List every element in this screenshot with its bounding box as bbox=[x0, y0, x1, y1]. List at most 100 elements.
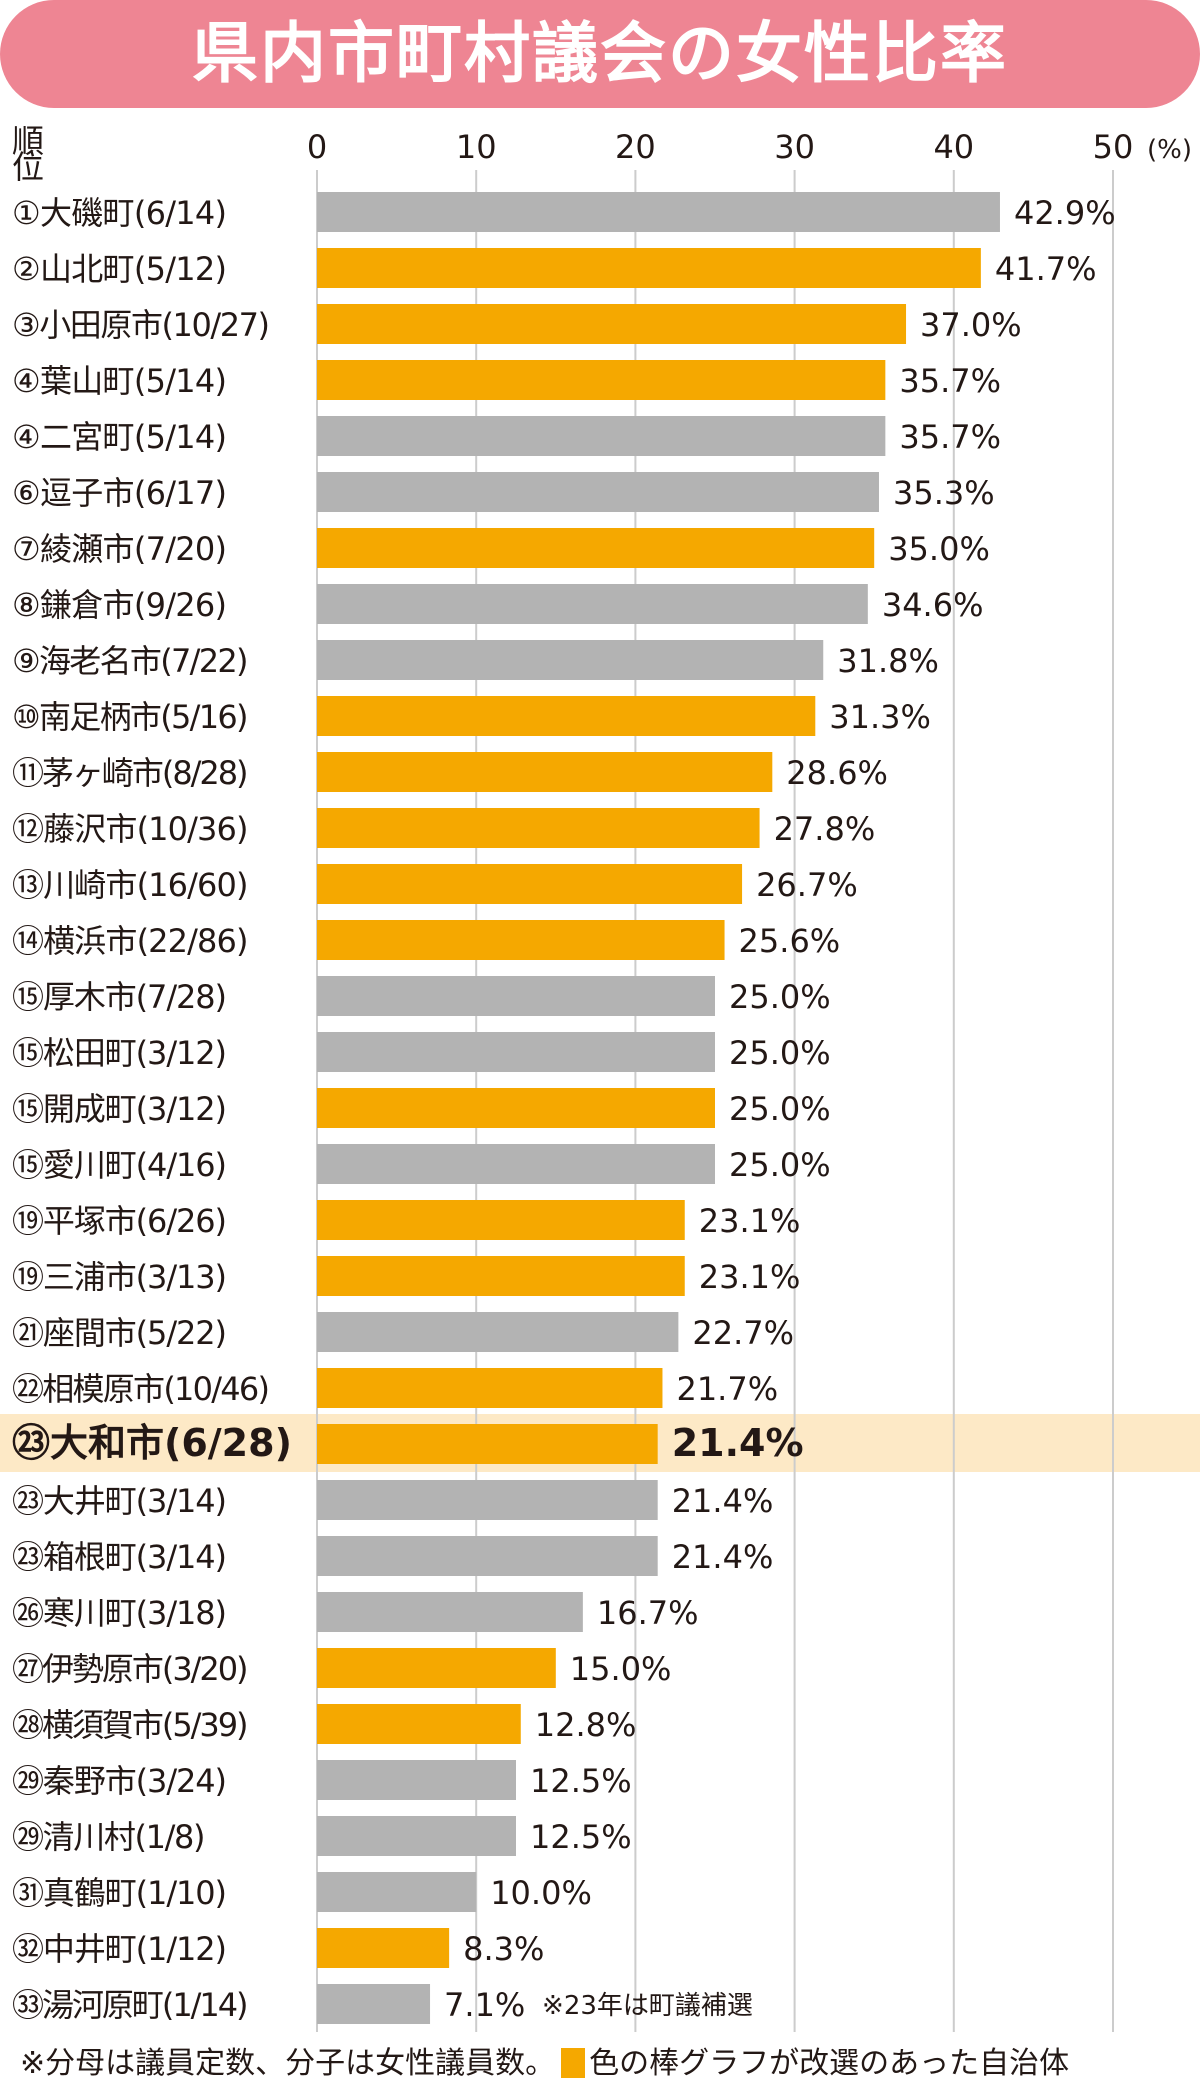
bar bbox=[317, 1592, 583, 1632]
bar bbox=[317, 752, 773, 792]
x-tick-label: 10 bbox=[456, 128, 497, 166]
category-label: ①大磯町(6/14) bbox=[12, 194, 227, 232]
category-label: ㉑座間市(5/22) bbox=[12, 1314, 227, 1352]
category-label: ⑭横浜市(22/86) bbox=[12, 922, 249, 960]
bar bbox=[317, 1760, 516, 1800]
value-label: 35.7% bbox=[899, 362, 1001, 400]
category-label: ④葉山町(5/14) bbox=[12, 362, 227, 400]
x-tick-label: 0 bbox=[307, 128, 327, 166]
value-label: 41.7% bbox=[995, 250, 1097, 288]
legend-swatch bbox=[561, 2048, 586, 2078]
bar bbox=[317, 1256, 685, 1296]
value-label: 25.0% bbox=[729, 978, 831, 1016]
bar bbox=[317, 920, 725, 960]
value-label: 25.0% bbox=[729, 1090, 831, 1128]
label-layer: ①大磯町(6/14) 42.9% ②山北町(5/12) 41.7% ③小田原市(10/2… bbox=[12, 194, 1116, 2024]
bar bbox=[317, 192, 1000, 232]
chart-title: 県内市町村議会の女性比率 bbox=[192, 15, 1008, 92]
value-label: 12.5% bbox=[530, 1818, 632, 1856]
bar bbox=[317, 584, 868, 624]
category-label: ㉒相模原市(10/46) bbox=[12, 1370, 270, 1408]
value-label: 23.1% bbox=[699, 1202, 801, 1240]
category-label: ⑮松田町(3/12) bbox=[12, 1034, 227, 1072]
category-label: ㉘横須賀市(5/39) bbox=[12, 1706, 249, 1744]
bar bbox=[317, 1816, 516, 1856]
bar bbox=[317, 1088, 715, 1128]
bar bbox=[317, 1536, 658, 1576]
bar bbox=[317, 1480, 658, 1520]
category-label: ③小田原市(10/27) bbox=[12, 306, 270, 344]
bar bbox=[317, 248, 981, 288]
category-label: ㉓箱根町(3/14) bbox=[12, 1538, 227, 1576]
value-label: 10.0% bbox=[490, 1874, 592, 1912]
tick-layer: 0 10 20 30 40 50 bbox=[307, 128, 1134, 166]
category-label: ⑫藤沢市(10/36) bbox=[12, 810, 249, 848]
value-label: 21.7% bbox=[676, 1370, 778, 1408]
category-label: ⑦綾瀬市(7/20) bbox=[12, 530, 227, 568]
value-label: 21.4% bbox=[672, 1482, 774, 1520]
category-label: ⑩南足柄市(5/16) bbox=[12, 698, 249, 736]
category-label: ㉗伊勢原市(3/20) bbox=[12, 1650, 249, 1688]
bar bbox=[317, 1200, 685, 1240]
rank-header-line2: 位 bbox=[12, 148, 44, 186]
category-label: ㉓大和市(6/28) bbox=[12, 1421, 292, 1465]
value-label: 28.6% bbox=[786, 754, 888, 792]
value-label: 7.1% bbox=[444, 1986, 525, 2024]
value-label: 8.3% bbox=[463, 1930, 544, 1968]
category-label: ⑨海老名市(7/22) bbox=[12, 642, 249, 680]
bar bbox=[317, 416, 886, 456]
bar bbox=[317, 1984, 431, 2024]
value-label: 23.1% bbox=[699, 1258, 801, 1296]
bar bbox=[317, 696, 816, 736]
category-label: ⑧鎌倉市(9/26) bbox=[12, 586, 227, 624]
category-label: ⑥逗子市(6/17) bbox=[12, 474, 227, 512]
value-label: 25.0% bbox=[729, 1146, 831, 1184]
title-banner bbox=[0, 0, 1200, 108]
bar bbox=[317, 304, 907, 344]
category-label: ②山北町(5/12) bbox=[12, 250, 227, 288]
value-label: 25.6% bbox=[739, 922, 841, 960]
category-label: ㉙秦野市(3/24) bbox=[12, 1762, 227, 1800]
value-label: 34.6% bbox=[882, 586, 984, 624]
bar bbox=[317, 1032, 715, 1072]
x-tick-label: 30 bbox=[774, 128, 815, 166]
footnote: ※分母は議員定数、分子は女性議員数。 色の棒グラフが改選のあった自治体 bbox=[20, 2040, 1195, 2088]
value-label: 31.8% bbox=[837, 642, 939, 680]
category-label: ㉝湯河原町(1/14) bbox=[12, 1986, 249, 2024]
legend-text: 色の棒グラフが改選のあった自治体 bbox=[589, 2046, 1070, 2081]
category-label: ⑮厚木市(7/28) bbox=[12, 978, 227, 1016]
category-label: ㉛真鶴町(1/10) bbox=[12, 1874, 227, 1912]
bar-note: ※23年は町議補選 bbox=[542, 1991, 753, 2021]
value-label: 21.4% bbox=[672, 1421, 804, 1465]
category-label: ⑮開成町(3/12) bbox=[12, 1090, 227, 1128]
category-label: ⑬川崎市(16/60) bbox=[12, 866, 249, 904]
value-label: 31.3% bbox=[829, 698, 931, 736]
value-label: 27.8% bbox=[774, 810, 876, 848]
value-label: 12.8% bbox=[535, 1706, 637, 1744]
category-label: ㉙清川村(1/8) bbox=[12, 1818, 206, 1856]
x-tick-label: 20 bbox=[615, 128, 656, 166]
bar bbox=[317, 1704, 521, 1744]
bar-layer bbox=[317, 192, 1000, 2024]
bar bbox=[317, 1368, 663, 1408]
bar bbox=[317, 1312, 679, 1352]
bar bbox=[317, 864, 743, 904]
value-label: 35.7% bbox=[899, 418, 1001, 456]
value-label: 25.0% bbox=[729, 1034, 831, 1072]
value-label: 35.0% bbox=[888, 530, 990, 568]
value-label: 35.3% bbox=[893, 474, 995, 512]
value-label: 12.5% bbox=[530, 1762, 632, 1800]
value-label: 21.4% bbox=[672, 1538, 774, 1576]
value-label: 42.9% bbox=[1014, 194, 1116, 232]
bar bbox=[317, 640, 824, 680]
bar bbox=[317, 528, 875, 568]
category-label: ⑲平塚市(6/26) bbox=[12, 1202, 227, 1240]
x-tick-label: 40 bbox=[933, 128, 974, 166]
category-label: ㉜中井町(1/12) bbox=[12, 1930, 227, 1968]
footnote-text: ※分母は議員定数、分子は女性議員数。 bbox=[20, 2046, 556, 2081]
bar bbox=[317, 1648, 556, 1688]
bar bbox=[317, 360, 886, 400]
bar bbox=[317, 808, 760, 848]
category-label: ④二宮町(5/14) bbox=[12, 418, 227, 456]
rank-header-line1: 順 bbox=[12, 122, 44, 160]
